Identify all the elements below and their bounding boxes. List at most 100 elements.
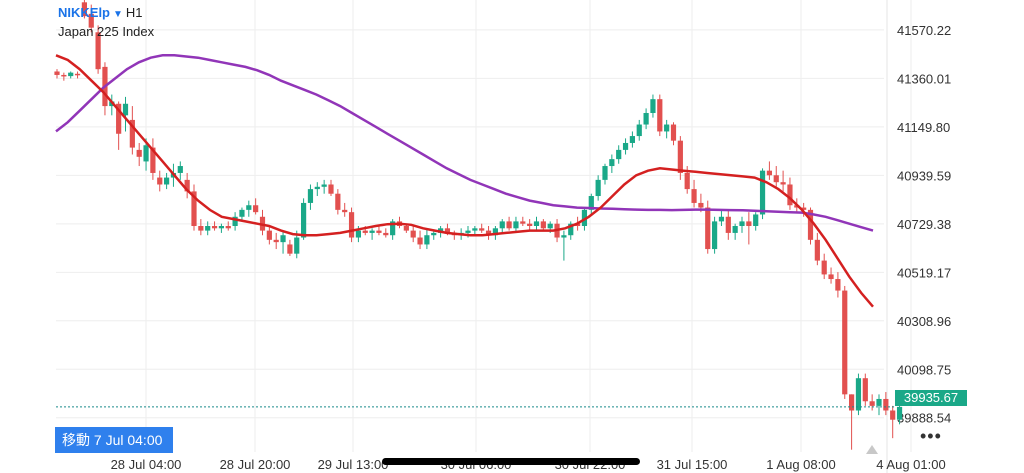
candle xyxy=(287,239,293,256)
candle-body xyxy=(479,228,485,231)
candle xyxy=(81,0,87,19)
candle xyxy=(280,230,286,254)
chevron-down-icon[interactable]: ▼ xyxy=(113,9,123,20)
candle xyxy=(307,184,314,210)
candle-body xyxy=(520,221,526,224)
candle xyxy=(677,136,683,180)
candle-body xyxy=(821,260,827,275)
candle xyxy=(273,232,279,250)
candle xyxy=(184,172,190,199)
candle xyxy=(657,94,663,137)
candle-body xyxy=(862,378,868,402)
candle xyxy=(835,272,841,298)
candle-body xyxy=(403,226,409,231)
y-tick-label: 41149.80 xyxy=(897,120,950,135)
candle xyxy=(890,405,896,439)
candle-body xyxy=(869,401,875,406)
candle xyxy=(855,373,862,416)
candle-body xyxy=(842,290,848,395)
candle-body xyxy=(698,202,704,208)
x-tick-label: 28 Jul 20:00 xyxy=(220,457,291,472)
chart-header: NIKKElp ▼ H1 Japan 225 Index xyxy=(58,4,154,40)
candle xyxy=(787,177,793,210)
candle xyxy=(225,221,231,231)
candle xyxy=(533,216,540,231)
candle-body xyxy=(383,232,389,236)
candle-body xyxy=(198,226,204,231)
candle xyxy=(95,25,101,74)
candle-body xyxy=(280,235,286,243)
candle-body xyxy=(95,32,101,70)
candle xyxy=(369,228,375,240)
y-tick-label: 40939.59 xyxy=(897,168,951,183)
candle-body xyxy=(116,103,122,134)
goto-date-button[interactable]: 移動 7 Jul 04:00 xyxy=(55,427,173,453)
candle xyxy=(54,69,60,79)
y-tick-label: 40729.38 xyxy=(897,217,951,232)
candle xyxy=(88,4,94,33)
candle-body xyxy=(417,237,423,245)
candle xyxy=(821,253,827,280)
candle xyxy=(609,154,615,173)
candle-body xyxy=(246,205,252,210)
candle-body xyxy=(506,221,512,229)
candle-body xyxy=(691,189,697,203)
y-tick-label: 40098.75 xyxy=(897,362,951,377)
candle xyxy=(506,216,512,231)
candle xyxy=(801,202,807,217)
more-horizontal-icon[interactable]: ••• xyxy=(920,426,942,446)
symbol-name[interactable]: NIKKElp xyxy=(58,5,110,20)
candle xyxy=(198,219,204,236)
candle xyxy=(417,230,423,250)
candle-body xyxy=(801,207,807,210)
candle xyxy=(883,392,889,416)
y-tick-label: 41570.22 xyxy=(897,23,951,38)
candle-body xyxy=(732,226,738,233)
candle xyxy=(753,212,759,231)
candle xyxy=(177,161,183,180)
candle-body xyxy=(499,221,505,229)
candle-body xyxy=(362,230,368,233)
y-axis: 41570.22 41360.01 41149.80 40939.59 40729.38… xyxy=(897,23,951,426)
y-tick-label: 40519.17 xyxy=(897,265,951,280)
timeframe-label[interactable]: H1 xyxy=(125,5,143,20)
candle-body xyxy=(307,189,314,203)
candle-body xyxy=(74,73,81,76)
scroll-to-end-icon[interactable] xyxy=(866,445,878,454)
candle-body xyxy=(677,140,683,173)
candle xyxy=(499,219,505,233)
candle xyxy=(253,198,259,215)
candle-body xyxy=(753,214,759,226)
candle-body xyxy=(636,124,642,137)
candle xyxy=(636,119,642,141)
candle-body xyxy=(444,228,451,233)
candle-body xyxy=(81,2,87,17)
candle-body xyxy=(369,230,375,233)
candle-body xyxy=(136,149,142,157)
candle xyxy=(314,182,320,197)
candle xyxy=(68,71,74,79)
candle xyxy=(664,119,670,139)
symbol-selector[interactable]: NIKKElp ▼ H1 xyxy=(58,4,154,23)
candle xyxy=(232,212,238,231)
candle xyxy=(451,230,457,240)
y-tick-label: 39888.54 xyxy=(897,411,951,426)
candle-body xyxy=(164,177,170,185)
candle-body xyxy=(294,237,300,254)
candlestick-series xyxy=(54,0,903,450)
candle-body xyxy=(129,119,135,148)
candle-body xyxy=(321,184,327,187)
candle xyxy=(136,142,142,167)
candle-body xyxy=(492,228,498,236)
candle-body xyxy=(725,216,731,233)
candle-body xyxy=(68,72,74,77)
candle-body xyxy=(465,230,471,233)
candle xyxy=(588,193,594,215)
candle xyxy=(150,138,156,180)
candle xyxy=(74,71,81,79)
candle-body xyxy=(472,228,478,231)
candle xyxy=(513,216,519,233)
candle-body xyxy=(191,191,197,226)
y-tick-label: 41360.01 xyxy=(897,71,951,86)
